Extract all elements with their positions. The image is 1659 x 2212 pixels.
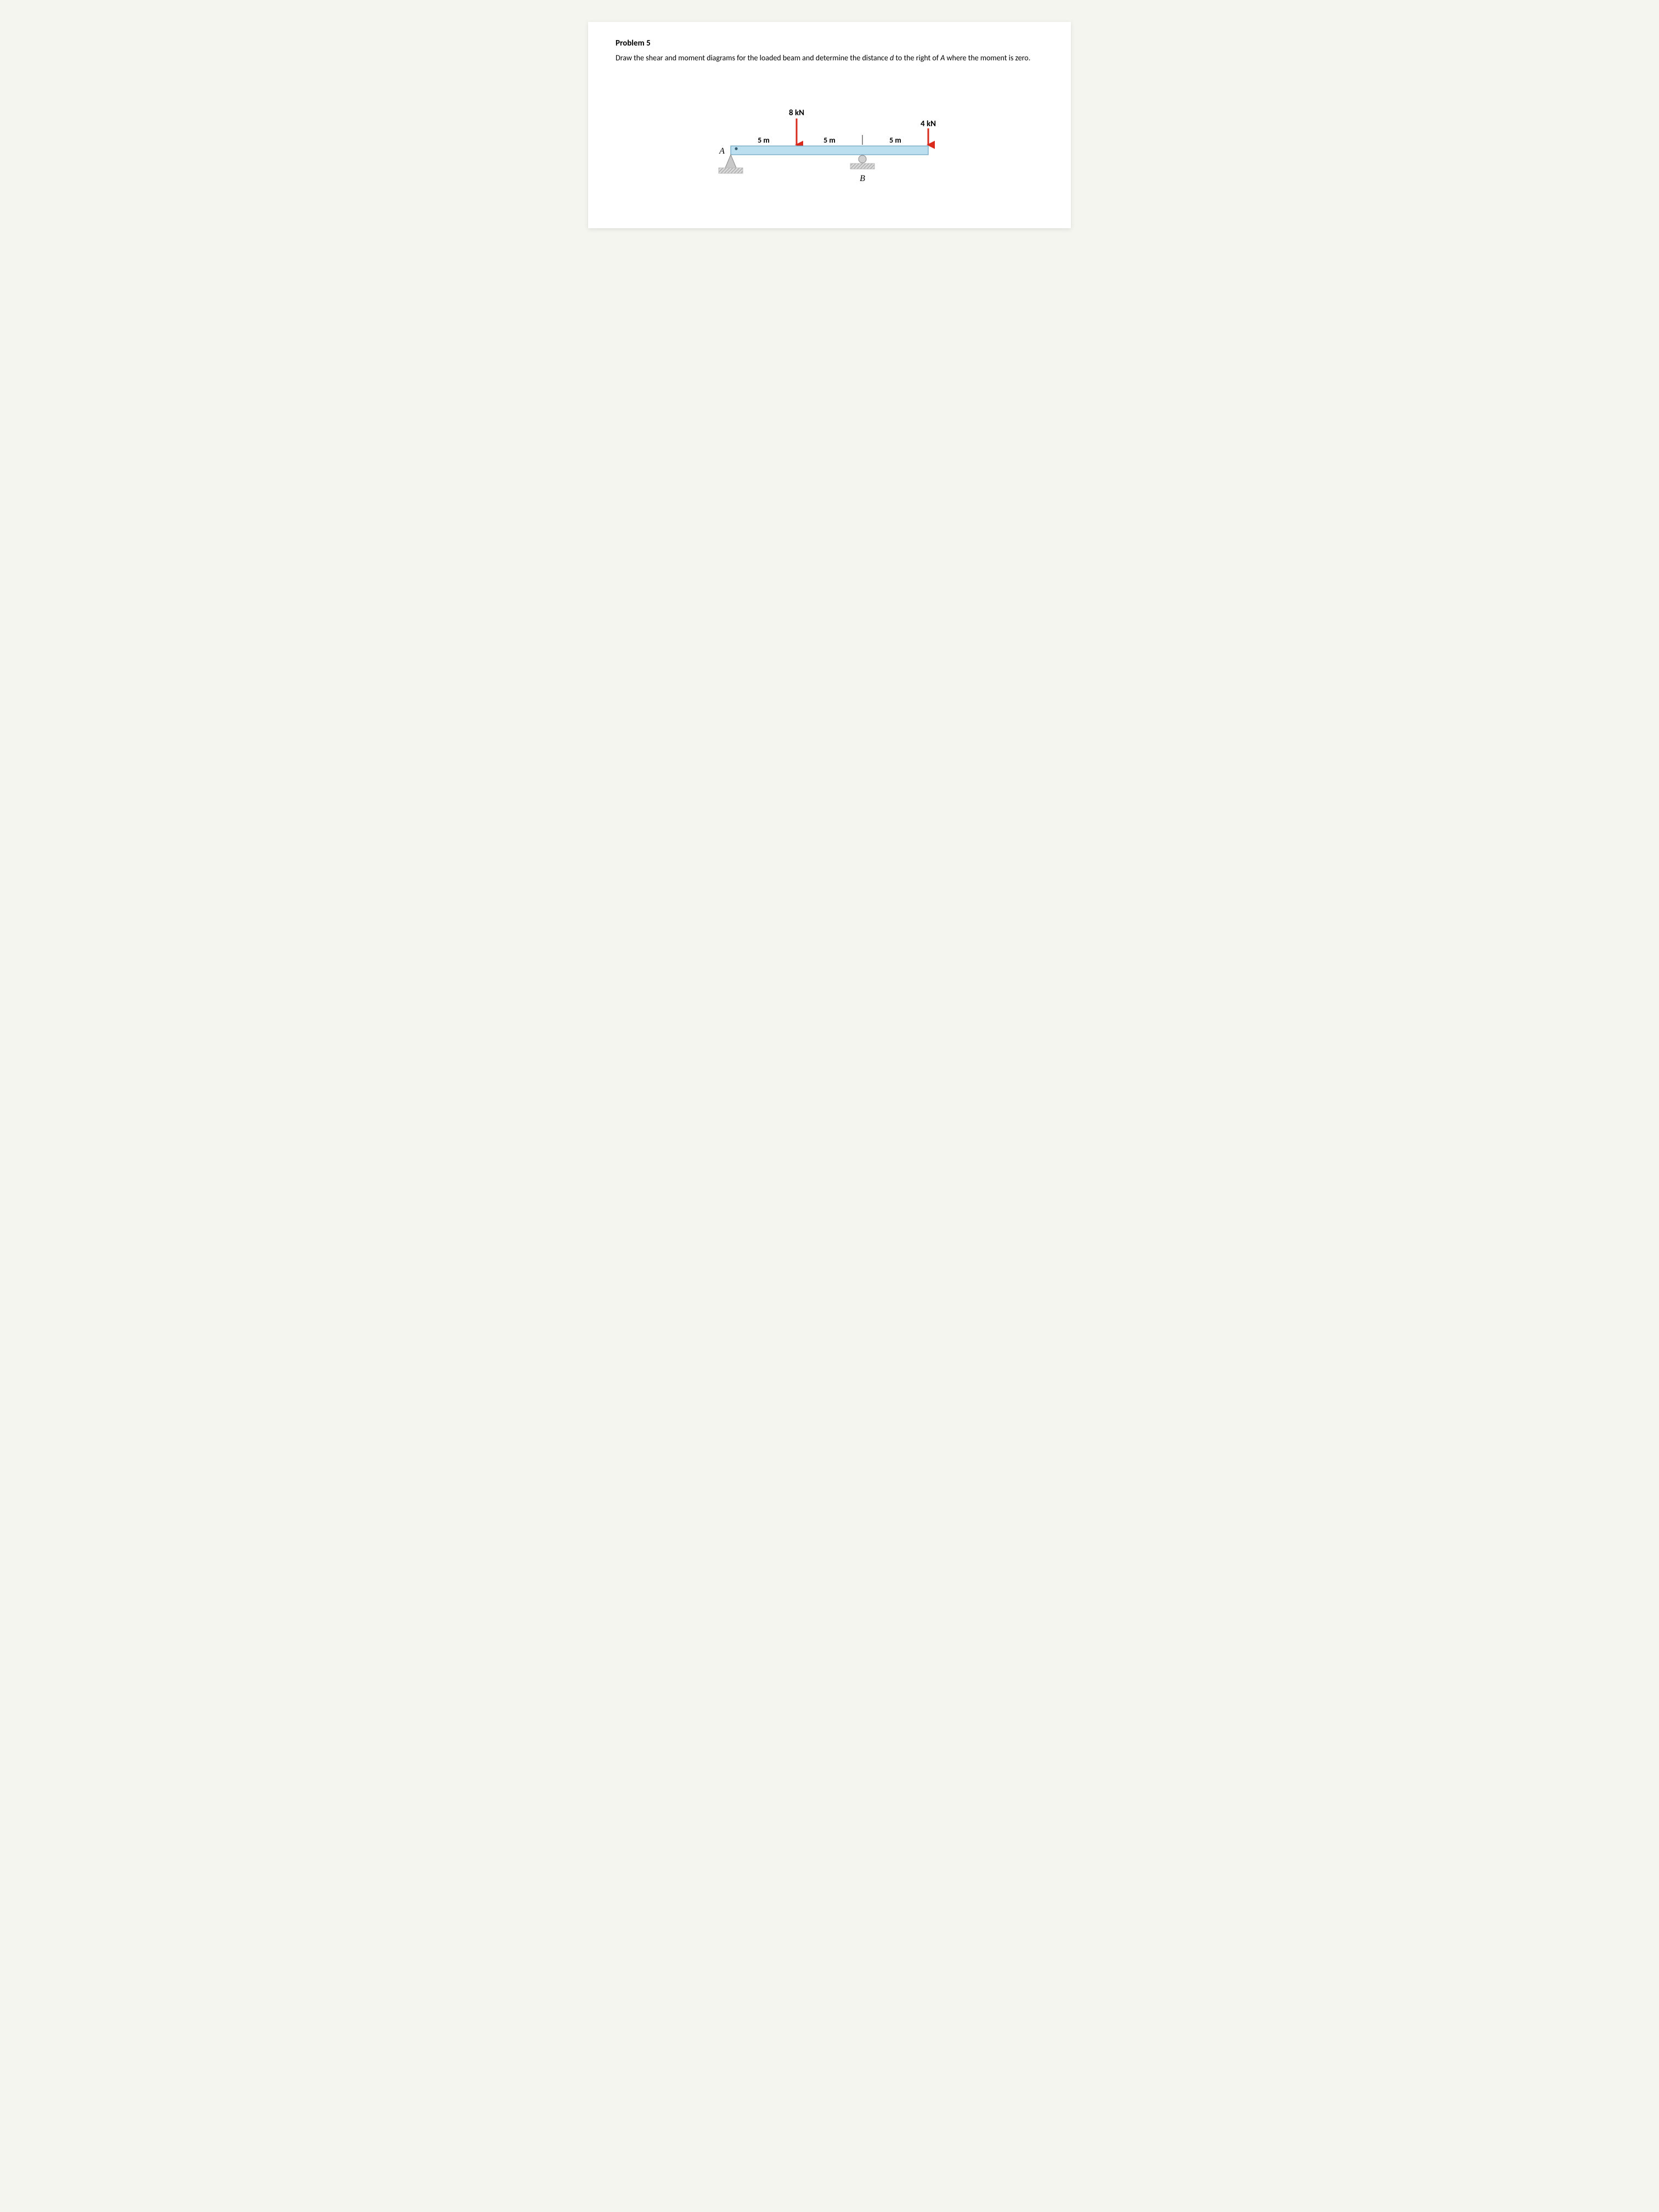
problem-prompt: Draw the shear and moment diagrams for t… — [616, 53, 1043, 64]
figure-container: 8 kN 4 kN 5 m 5 m 5 m A B — [616, 91, 1043, 195]
prompt-text-a: Draw the shear and moment diagrams for t… — [616, 53, 890, 63]
beam-diagram: 8 kN 4 kN 5 m 5 m 5 m A B — [698, 91, 961, 195]
page: Problem 5 Draw the shear and moment diag… — [588, 22, 1071, 228]
dim-label: 5 m — [823, 136, 836, 145]
point-label-a: A — [719, 146, 725, 156]
load-label: 4 kN — [921, 119, 936, 129]
prompt-text-c: where the moment is zero. — [945, 53, 1030, 63]
beam-icon — [731, 146, 928, 155]
prompt-text-b: to the right of — [894, 53, 940, 63]
ground-icon — [850, 163, 874, 169]
pin-support-icon — [725, 155, 736, 168]
ground-icon — [719, 168, 743, 173]
load-label: 8 kN — [789, 108, 804, 118]
problem-title: Problem 5 — [616, 38, 1043, 48]
roller-support-icon — [859, 155, 866, 163]
pin-dot-icon — [735, 148, 737, 150]
point-label-b: B — [860, 174, 865, 183]
dim-label: 5 m — [758, 136, 770, 145]
dim-label: 5 m — [889, 136, 901, 145]
